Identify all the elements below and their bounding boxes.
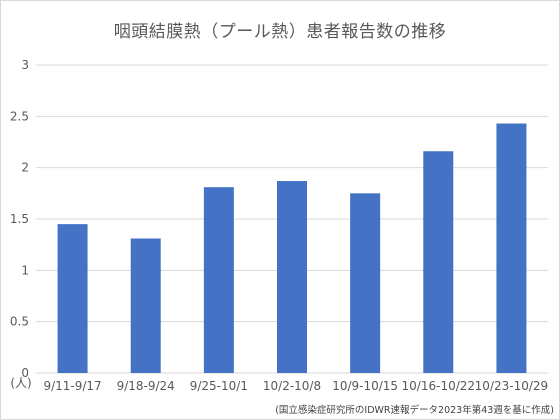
bar [57, 224, 88, 373]
x-tick-label: 9/25-10/1 [190, 379, 248, 393]
bar [496, 123, 527, 374]
x-tick-label: 9/11-9/17 [43, 379, 101, 393]
y-tick-label: 1 [21, 263, 29, 277]
y-tick-label: 2.5 [10, 109, 29, 123]
y-tick-label: 2 [21, 161, 29, 175]
x-tick-label: 10/2-10/8 [263, 379, 321, 393]
x-axis-ticks: 9/11-9/17 9/18-9/24 9/25-10/1 10/2-10/8 10/9… [43, 379, 548, 393]
bar [130, 238, 161, 373]
bar [203, 187, 234, 373]
source-note: (国立感染症研究所のIDWR速報データ2023年第43週を基に作成) [275, 404, 554, 416]
y-tick-label: 1.5 [10, 212, 29, 226]
bar [350, 193, 381, 373]
y-tick-label: 0.5 [10, 315, 29, 329]
x-tick-label: 10/23-10/29 [475, 379, 549, 393]
bar [277, 181, 307, 373]
y-axis-ticks: 0 0.5 1 1.5 2 2.5 3 [10, 58, 29, 380]
y-unit-label: (人) [10, 376, 31, 390]
x-tick-label: 9/18-9/24 [117, 379, 175, 393]
x-tick-label: 10/16-10/22 [402, 379, 476, 393]
bar [423, 151, 454, 373]
y-tick-label: 0 [21, 366, 29, 380]
bars [57, 123, 527, 374]
chart-title: 咽頭結膜熱（プール熱）患者報告数の推移 [113, 22, 447, 42]
y-tick-label: 3 [21, 58, 29, 72]
x-tick-label: 10/9-10/15 [332, 379, 398, 393]
